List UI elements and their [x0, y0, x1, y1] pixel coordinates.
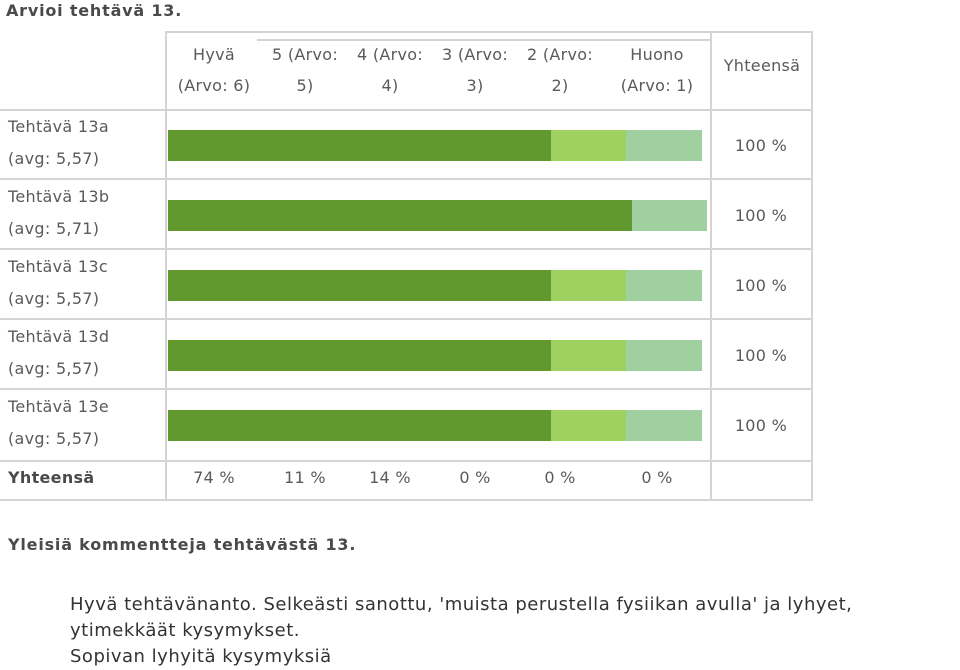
column-header-3-line1: 4 (Arvo: — [356, 45, 424, 64]
footer-total-value: 74 % — [193, 468, 235, 487]
footer-total-value: 0 % — [459, 468, 491, 487]
bar-segment-2 — [550, 130, 627, 161]
bar-segment-3 — [626, 410, 702, 441]
column-header-2-line2: 5) — [296, 76, 314, 95]
comment-line: ytimekkäät kysymykset. — [70, 620, 300, 641]
column-header-1-line2: (Arvo: 6) — [177, 76, 251, 95]
col-divider-bars — [710, 31, 712, 501]
bar-segment-3 — [626, 270, 702, 301]
row-average: (avg: 5,57) — [8, 359, 100, 378]
row-average: (avg: 5,57) — [8, 429, 100, 448]
footer-total-value: 14 % — [369, 468, 411, 487]
column-header-4-line2: 3) — [466, 76, 484, 95]
comment-line: Hyvä tehtävänanto. Selkeästi sanottu, 'm… — [70, 594, 853, 615]
footer-total-value: 11 % — [284, 468, 326, 487]
row-label: Tehtävä 13a — [8, 117, 109, 136]
bar-segment-3 — [631, 200, 707, 231]
comments-title: Yleisiä kommentteja tehtävästä 13. — [8, 535, 357, 554]
row-label: Tehtävä 13c — [8, 257, 108, 276]
row-average: (avg: 5,57) — [8, 149, 100, 168]
col-divider-label — [165, 31, 167, 501]
header-top-border — [165, 31, 813, 33]
column-header-6-line2: (Arvo: 1) — [620, 76, 694, 95]
row-total: 100 % — [734, 136, 788, 155]
row-divider-5 — [0, 460, 813, 462]
row-divider-1 — [0, 178, 813, 180]
row-divider-4 — [0, 388, 813, 390]
bar-segment-1 — [168, 410, 551, 441]
col-divider-right — [811, 31, 813, 501]
column-header-6-line1: Huono — [630, 45, 684, 64]
bar-segment-3 — [626, 130, 702, 161]
page-title: Arvioi tehtävä 13. — [6, 1, 183, 20]
row-average: (avg: 5,57) — [8, 289, 100, 308]
column-header-3-line2: 4) — [381, 76, 399, 95]
row-divider-3 — [0, 318, 813, 320]
header-inner-border — [257, 39, 710, 41]
bar-segment-1 — [168, 130, 551, 161]
bar-segment-1 — [168, 270, 551, 301]
footer-total-label: Yhteensä — [8, 468, 95, 487]
column-header-1-line1: Hyvä — [193, 45, 235, 64]
bar-segment-1 — [168, 200, 632, 231]
bar-segment-2 — [550, 410, 627, 441]
bar-segment-1 — [168, 340, 551, 371]
column-header-2-line1: 5 (Arvo: — [271, 45, 339, 64]
table-bottom-border — [0, 499, 813, 501]
column-header-5-line1: 2 (Arvo: — [526, 45, 594, 64]
footer-total-value: 0 % — [544, 468, 576, 487]
row-divider-2 — [0, 248, 813, 250]
column-header-4-line1: 3 (Arvo: — [441, 45, 509, 64]
row-total: 100 % — [734, 276, 788, 295]
row-total: 100 % — [734, 416, 788, 435]
bar-segment-2 — [550, 270, 627, 301]
row-total: 100 % — [734, 346, 788, 365]
total-column-header: Yhteensä — [723, 56, 801, 75]
footer-total-value: 0 % — [641, 468, 673, 487]
row-total: 100 % — [734, 206, 788, 225]
comments-block: Hyvä tehtävänanto. Selkeästi sanottu, 'm… — [70, 592, 950, 670]
column-header-5-line2: 2) — [551, 76, 569, 95]
bar-segment-2 — [550, 340, 627, 371]
row-label: Tehtävä 13e — [8, 397, 109, 416]
row-label: Tehtävä 13b — [8, 187, 110, 206]
comment-line: Sopivan lyhyitä kysymyksiä — [70, 646, 332, 667]
bar-segment-3 — [626, 340, 702, 371]
row-label: Tehtävä 13d — [8, 327, 110, 346]
header-bottom-border — [0, 109, 813, 111]
row-average: (avg: 5,71) — [8, 219, 100, 238]
